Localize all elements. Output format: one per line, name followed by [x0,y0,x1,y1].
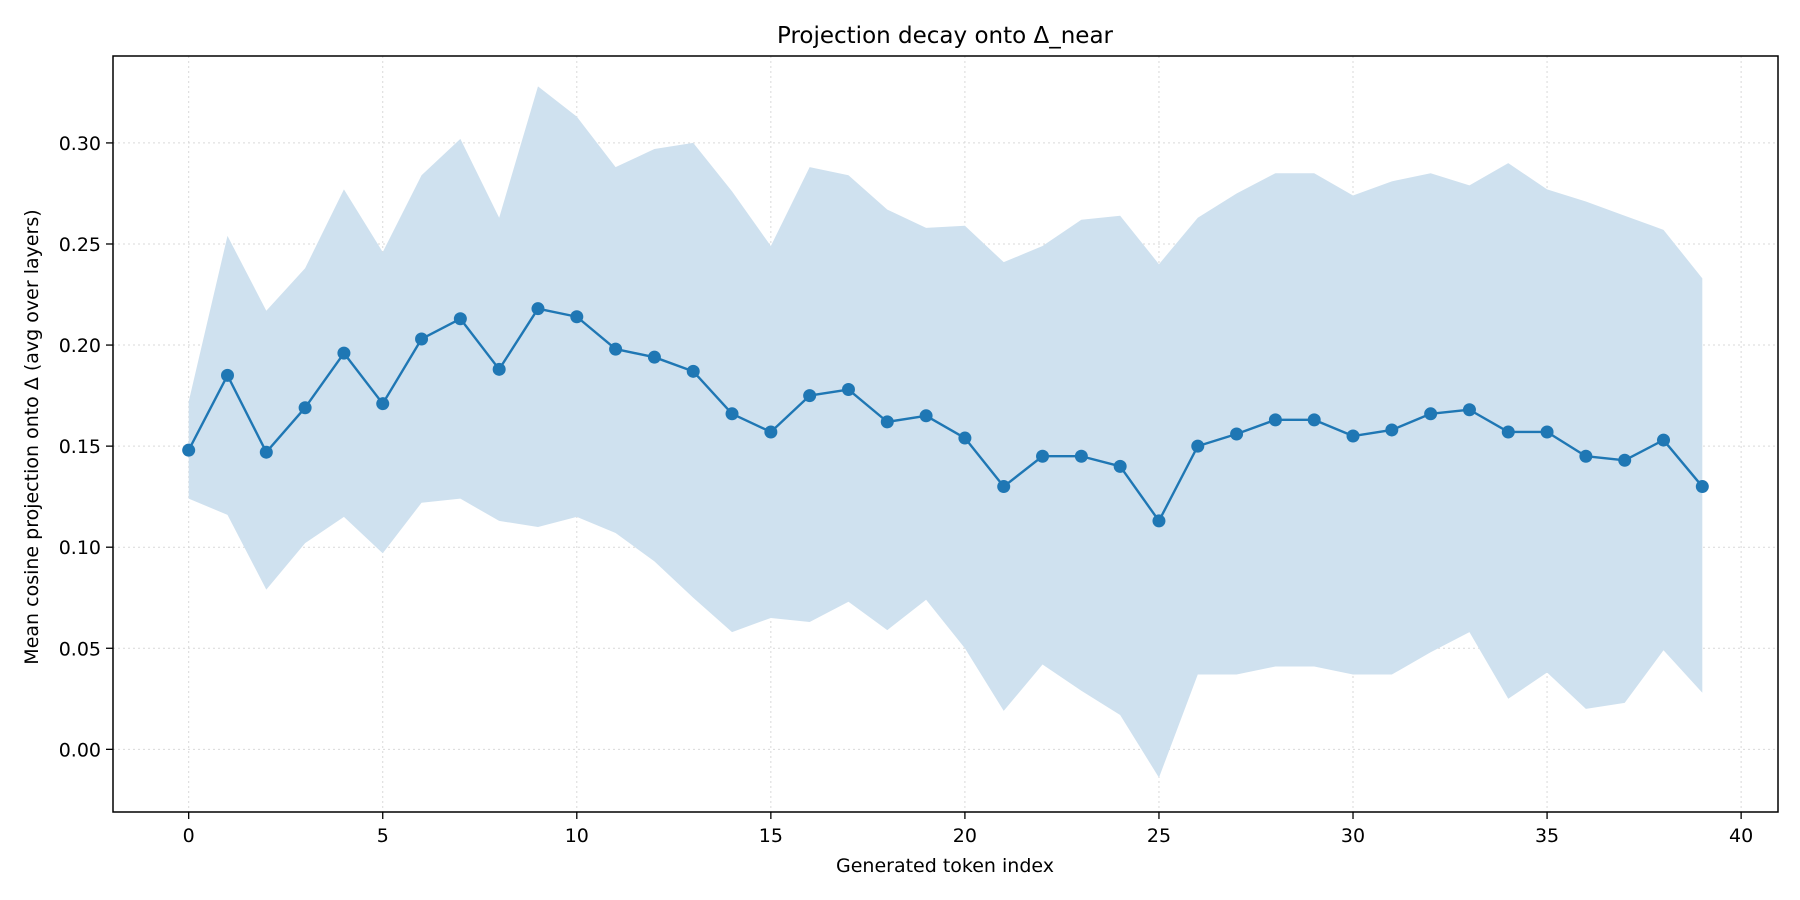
data-point [1346,429,1360,443]
data-point [997,480,1011,494]
grid-lines [113,56,1778,812]
data-point [415,332,429,346]
x-tick-label: 15 [759,825,783,847]
data-point [1074,449,1088,463]
data-point [1191,439,1205,453]
data-point [1268,413,1282,427]
data-point [1113,459,1127,473]
data-point [686,364,700,378]
variability-band [188,86,1703,778]
y-tick-label: 0.20 [59,335,101,357]
data-point [259,445,273,459]
x-tick-label: 40 [1729,825,1753,847]
chart-title: Projection decay onto Δ_near [777,23,1114,49]
y-tick-label: 0.00 [59,739,101,761]
data-point [570,310,584,324]
x-tick-label: 35 [1535,825,1559,847]
series-line [187,307,1704,523]
data-point [1657,433,1671,447]
data-point [298,401,312,415]
y-tick-label: 0.25 [59,234,101,256]
x-axis-ticks: 0 5 10 15 20 25 30 35 40 [183,812,1753,847]
data-point [958,431,972,445]
data-point [453,312,467,326]
y-tick-label: 0.15 [59,436,101,458]
data-point [919,409,933,423]
data-point [376,397,390,411]
y-tick-label: 0.30 [59,133,101,155]
data-point [647,350,661,364]
x-axis-label: Generated token index [836,855,1054,877]
y-axis-label: Mean cosine projection onto Δ (avg over … [21,209,43,664]
x-tick-label: 25 [1147,825,1171,847]
variability-band-group [188,86,1703,778]
data-point [182,443,196,457]
data-point [1230,427,1244,441]
data-point [1579,449,1593,463]
data-point [531,302,545,316]
data-point [1036,449,1050,463]
y-axis-ticks: 0.00 0.05 0.10 0.15 0.20 0.25 0.30 [59,133,113,761]
plot-frame [112,55,1779,813]
data-point [1307,413,1321,427]
data-point [880,415,894,429]
data-point [492,362,506,376]
data-point [725,407,739,421]
data-point [1695,480,1709,494]
data-point [1618,453,1632,467]
y-tick-label: 0.10 [59,537,101,559]
data-point [1501,425,1515,439]
data-point [764,425,778,439]
data-point [1424,407,1438,421]
data-point [841,383,855,397]
data-point [1385,423,1399,437]
x-tick-label: 10 [565,825,589,847]
data-point [1462,403,1476,417]
x-tick-label: 30 [1341,825,1365,847]
series-line-group [187,307,1704,523]
data-point [337,346,351,360]
data-points-group [182,302,1709,528]
data-point [609,342,623,356]
x-tick-label: 5 [377,825,389,847]
data-point [803,389,817,403]
y-tick-label: 0.05 [59,638,101,660]
data-point [1152,514,1166,528]
data-point [220,368,234,382]
data-point [1540,425,1554,439]
x-tick-label: 0 [183,825,195,847]
x-tick-label: 20 [953,825,977,847]
